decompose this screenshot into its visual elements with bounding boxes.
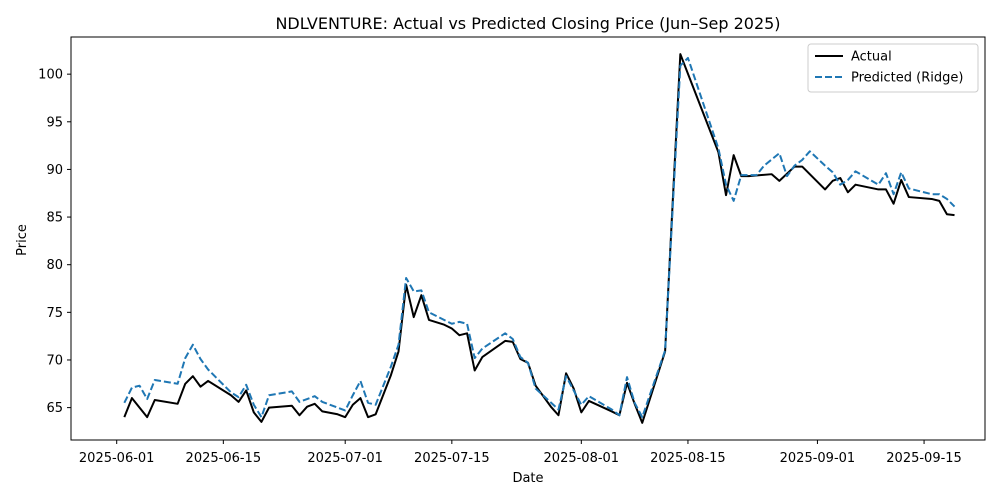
plot-frame [70,36,986,441]
y-tick-label: 95 [46,115,63,130]
plot-area: 2025-06-01 2025-06-15 2025-07-01 2025-07-15… [38,36,986,466]
x-axis-title: Date [512,471,543,486]
y-tick-label: 90 [46,163,63,178]
legend-label-actual: Actual [851,50,892,65]
series-layer [123,53,956,424]
x-tick-label: 2025-07-15 [414,451,490,466]
series-line-predicted [123,56,956,419]
x-tick-label: 2025-06-01 [79,451,155,466]
x-tick-label: 2025-07-01 [307,451,383,466]
x-tick-label: 2025-09-01 [780,451,856,466]
y-tick-label: 100 [38,68,63,83]
y-tick-label: 75 [46,306,63,321]
legend-box [807,43,979,93]
y-tick-label: 70 [46,353,63,368]
x-axis: 2025-06-01 2025-06-15 2025-07-01 2025-07-15… [79,440,962,466]
y-tick-label: 85 [46,211,63,226]
y-tick-label: 80 [46,258,63,273]
y-axis: 65 70 75 80 85 90 95 100 [38,68,71,416]
x-tick-label: 2025-08-15 [650,451,726,466]
chart-title: NDLVENTURE: Actual vs Predicted Closing … [275,14,780,33]
x-tick-label: 2025-09-15 [886,451,962,466]
series-line-actual [123,53,955,424]
x-tick-label: 2025-06-15 [186,451,262,466]
legend-label-predicted: Predicted (Ridge) [851,71,963,86]
y-axis-title: Price [15,224,30,256]
legend: Actual Predicted (Ridge) [807,43,979,93]
y-tick-label: 65 [46,401,63,416]
x-tick-label: 2025-08-01 [544,451,620,466]
